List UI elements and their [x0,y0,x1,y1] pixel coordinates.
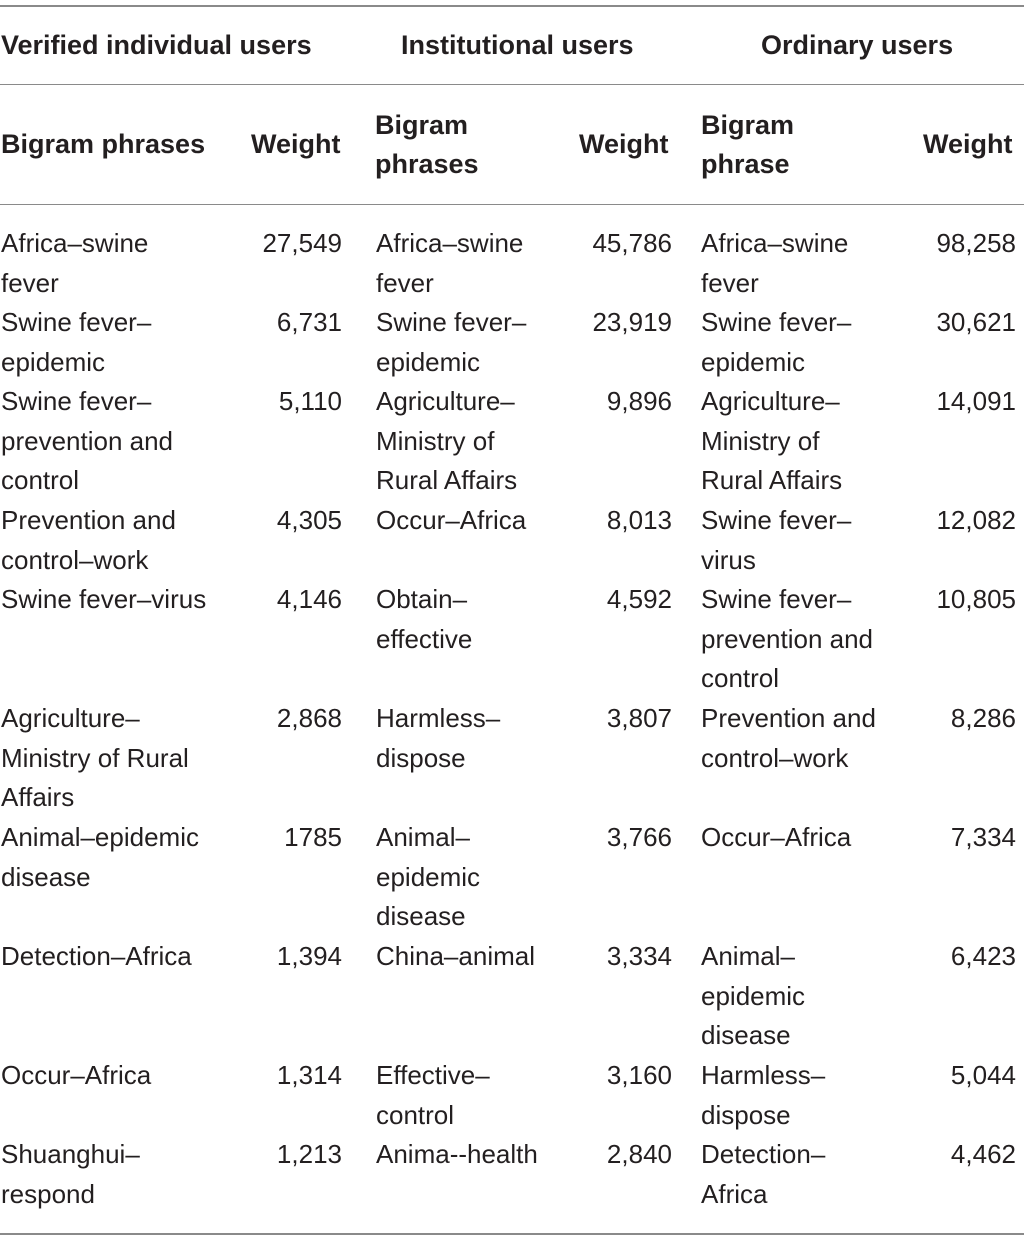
phrase-cell: Swine fever– epidemic [1,307,152,377]
weight-cell: 10,805 [936,584,1016,614]
weight-cell: 4,462 [950,1139,1016,1169]
column-header-bigram-phrase-3: Bigram phrase [701,110,795,179]
phrase-cell: Africa–swine fever [701,228,849,298]
weight-cell: 27,549 [262,228,342,258]
phrase-cell: Animal–epidemic disease [1,822,199,892]
phrase-cell: Animal– epidemic disease [376,822,481,931]
weight-cell: 12,082 [936,505,1016,535]
phrase-cell: Agriculture– Ministry of Rural Affairs [376,386,518,495]
weight-cell: 4,305 [276,505,342,535]
weight-cell: 9,896 [606,386,672,416]
weight-cell: 1785 [284,822,342,852]
phrase-cell: Obtain– effective [376,584,473,654]
phrase-cell: Swine fever– epidemic [701,307,852,377]
phrase-cell: Africa–swine fever [376,228,524,298]
weight-cell: 3,766 [606,822,672,852]
phrase-cell: Animal– epidemic disease [701,941,806,1050]
weight-cell: 98,258 [936,228,1016,258]
weight-cell: 4,592 [606,584,672,614]
table-row: Swine fever–virus 4,146 Obtain– effectiv… [0,580,1024,699]
weight-cell: 4,146 [276,584,342,614]
group-header-rule [0,84,1024,85]
weight-cell: 23,919 [592,307,672,337]
group-header-ordinary-users: Ordinary users [761,30,954,60]
column-header-weight-3: Weight [923,129,1013,159]
weight-cell: 8,013 [606,505,672,535]
weight-cell: 1,213 [276,1139,342,1169]
table-row: Shuanghui– respond 1,213 Anima--health 2… [0,1135,1024,1214]
phrase-cell: China–animal [376,941,535,971]
table-row: Detection–Africa 1,394 China–animal 3,33… [0,937,1024,1056]
table-row: Swine fever– prevention and control 5,11… [0,382,1024,501]
weight-cell: 5,044 [950,1060,1016,1090]
phrase-cell: Harmless– dispose [376,703,501,773]
table-row: Africa–swine fever 27,549 Africa–swine f… [0,224,1024,303]
phrase-cell: Swine fever– prevention and control [701,584,874,693]
weight-cell: 7,334 [950,822,1016,852]
weight-cell: 45,786 [592,228,672,258]
phrase-cell: Africa–swine fever [1,228,149,298]
table-row: Swine fever– epidemic 6,731 Swine fever–… [0,303,1024,382]
weight-cell: 3,160 [606,1060,672,1090]
phrase-cell: Swine fever– virus [701,505,852,575]
table-row: Agriculture– Ministry of Rural Affairs 2… [0,699,1024,818]
group-header-verified-individual-users: Verified individual users [1,30,312,60]
table-bottom-rule [0,1233,1024,1235]
weight-cell: 1,394 [276,941,342,971]
phrase-cell: Effective– control [376,1060,490,1130]
column-header-bigram-phrases-2: Bigram phrases [375,110,479,179]
phrase-cell: Swine fever– epidemic [376,307,527,377]
weight-cell: 14,091 [936,386,1016,416]
column-header-weight-2: Weight [579,129,669,159]
weight-cell: 8,286 [950,703,1016,733]
phrase-cell: Occur–Africa [701,822,852,852]
weight-cell: 2,868 [276,703,342,733]
weight-cell: 3,807 [606,703,672,733]
group-header-institutional-users: Institutional users [401,30,634,60]
table-row: Occur–Africa 1,314 Effective– control 3,… [0,1056,1024,1135]
weight-cell: 5,110 [278,386,342,416]
table-body: Africa–swine fever 27,549 Africa–swine f… [0,224,1024,1214]
column-header-weight-1: Weight [251,129,341,159]
weight-cell: 6,731 [276,307,342,337]
weight-cell: 30,621 [936,307,1016,337]
phrase-cell: Prevention and control–work [701,703,876,773]
weight-cell: 1,314 [276,1060,342,1090]
table-row: Prevention and control–work 4,305 Occur–… [0,501,1024,580]
phrase-cell: Prevention and control–work [1,505,176,575]
phrase-cell: Detection– Africa [701,1139,826,1209]
phrase-cell: Agriculture– Ministry of Rural Affairs [1,703,189,812]
phrase-cell: Agriculture– Ministry of Rural Affairs [701,386,843,495]
weight-cell: 6,423 [950,941,1016,971]
weight-cell: 2,840 [606,1139,672,1169]
column-header-rule [0,204,1024,205]
phrase-cell: Harmless– dispose [701,1060,826,1130]
phrase-cell: Anima--health [376,1139,538,1169]
column-header-bigram-phrases-1: Bigram phrases [1,129,206,159]
table-top-rule [0,5,1024,7]
table-row: Animal–epidemic disease 1785 Animal– epi… [0,818,1024,937]
phrase-cell: Swine fever– prevention and control [1,386,174,495]
phrase-cell: Occur–Africa [376,505,527,535]
weight-cell: 3,334 [606,941,672,971]
phrase-cell: Occur–Africa [1,1060,152,1090]
phrase-cell: Detection–Africa [1,941,192,971]
phrase-cell: Swine fever–virus [1,584,207,614]
phrase-cell: Shuanghui– respond [1,1139,140,1209]
